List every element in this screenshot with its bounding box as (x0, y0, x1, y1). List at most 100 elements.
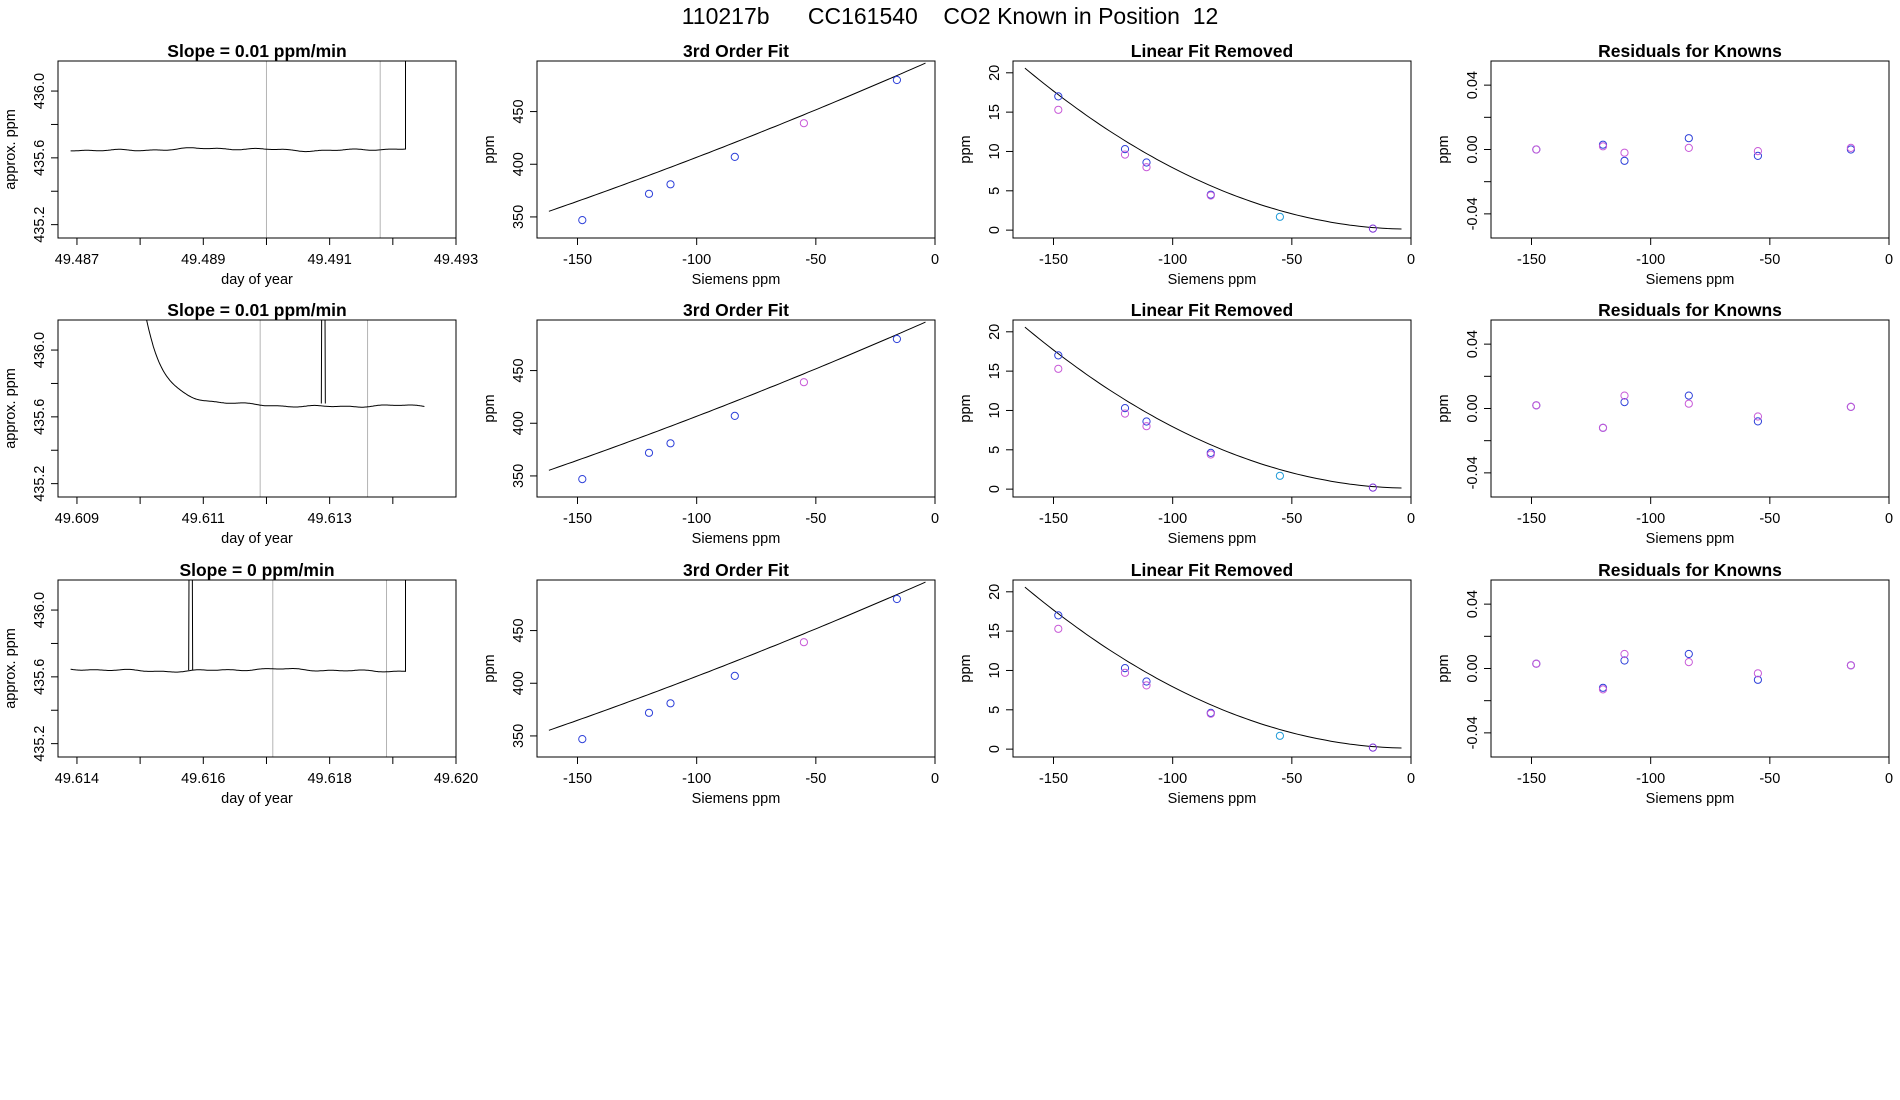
y-axis-label: ppm (958, 135, 974, 163)
x-tick-label: -50 (1759, 511, 1780, 527)
y-tick-label: 20 (987, 65, 1003, 81)
data-point (644, 189, 654, 198)
chart-panel-1: 49.609 49.611 49.613 435.2 435.6 436.0 Slope =… (3, 300, 457, 547)
x-tick-label: 0 (931, 511, 939, 527)
x-tick-label: -100 (682, 252, 711, 268)
x-tick-label: -50 (805, 511, 826, 527)
chart-title: 3rd Order Fit (683, 300, 789, 320)
y-tick-label: 0.00 (1465, 654, 1481, 682)
chart-panel-9: -150 -100 -50 0 -0.04 0.00 0.04 Residuals for K… (1436, 41, 1893, 288)
data-point (1753, 412, 1763, 421)
y-tick-label: 0.04 (1465, 330, 1481, 358)
data-point (1598, 140, 1608, 149)
data-trace (146, 320, 425, 408)
data-point (1620, 156, 1629, 165)
data-point (892, 594, 902, 604)
data-point (666, 180, 675, 189)
y-tick-label: 0.00 (1465, 394, 1481, 422)
x-tick-label: 49.609 (55, 511, 99, 527)
x-tick-label: 0 (931, 771, 939, 787)
x-tick-label: -150 (1039, 771, 1068, 787)
data-point (1846, 661, 1856, 670)
y-tick-label: 435.6 (32, 659, 48, 695)
data-point (1368, 483, 1378, 492)
y-tick-label: 435.2 (32, 465, 48, 501)
data-point (1120, 409, 1130, 418)
x-tick-label: -150 (1039, 511, 1068, 527)
x-axis-label: day of year (221, 791, 293, 807)
y-tick-label: 400 (511, 671, 527, 695)
x-tick-label: -50 (805, 252, 826, 268)
data-point (666, 439, 675, 448)
chart-title: Residuals for Knowns (1598, 41, 1782, 61)
data-point (578, 475, 587, 484)
chart-panel-8: -150 -100 -50 0 0 5 10 15 20 Linear Fit Removed Si… (958, 560, 1415, 807)
data-point (1753, 669, 1763, 678)
x-tick-label: 49.611 (182, 511, 225, 527)
data-point (1054, 611, 1063, 620)
data-point (1368, 743, 1378, 752)
x-axis-label: Siemens ppm (1168, 791, 1257, 807)
data-point (1142, 417, 1151, 426)
x-axis-label: day of year (221, 531, 293, 547)
y-axis-label: ppm (1436, 654, 1452, 682)
x-tick-label: -100 (1158, 771, 1187, 787)
x-tick-label: 0 (1407, 252, 1415, 268)
data-point (1142, 677, 1151, 686)
data-point (1275, 731, 1285, 740)
x-axis-label: Siemens ppm (692, 531, 781, 547)
y-tick-label: 435.2 (32, 725, 48, 761)
x-axis-label: Siemens ppm (692, 791, 781, 807)
x-tick-label: 0 (1885, 771, 1893, 787)
plot-frame (1012, 319, 1412, 498)
data-point (1846, 402, 1856, 411)
data-point (1532, 145, 1541, 154)
y-tick-label: 450 (511, 358, 527, 382)
x-tick-label: -100 (682, 771, 711, 787)
x-tick-label: 0 (1407, 511, 1415, 527)
y-tick-label: 435.2 (32, 206, 48, 242)
y-axis-label: ppm (482, 135, 498, 163)
fit-curve (1024, 586, 1402, 749)
x-axis-label: Siemens ppm (1646, 791, 1735, 807)
data-point (1206, 191, 1215, 200)
chart-title: Linear Fit Removed (1131, 300, 1293, 320)
data-point (578, 735, 587, 744)
x-tick-label: -150 (1039, 252, 1068, 268)
chart-panel-4: -150 -100 -50 0 350 400 450 3rd Order Fit Siemen… (482, 300, 939, 547)
fit-curve (1024, 326, 1402, 489)
x-axis-label: day of year (221, 272, 293, 288)
data-trace (70, 580, 406, 673)
data-point (1532, 659, 1541, 668)
data-point (1620, 148, 1629, 157)
y-axis-label: ppm (482, 654, 498, 682)
plot-frame (1012, 579, 1412, 758)
plot-frame (536, 60, 936, 239)
y-tick-label: 350 (511, 464, 527, 488)
y-axis-label: ppm (958, 654, 974, 682)
y-tick-label: 0.00 (1465, 135, 1481, 163)
data-point (1620, 398, 1629, 407)
fit-curve (548, 62, 926, 212)
data-point (1054, 105, 1063, 114)
data-point (1684, 391, 1693, 400)
x-tick-label: 0 (1885, 252, 1893, 268)
fit-curve (548, 581, 926, 731)
data-point (644, 708, 654, 717)
y-tick-label: 350 (511, 724, 527, 748)
data-point (1753, 675, 1763, 684)
chart-title: Slope = 0 ppm/min (179, 560, 334, 580)
fit-curve (1024, 67, 1402, 230)
x-tick-label: -100 (682, 511, 711, 527)
data-trace (70, 61, 406, 153)
x-tick-label: 49.489 (181, 252, 225, 268)
plot-frame (1490, 319, 1890, 498)
data-point (666, 699, 675, 708)
y-tick-label: 15 (987, 104, 1003, 120)
x-tick-label: -50 (1759, 771, 1780, 787)
data-point (1275, 471, 1285, 480)
plot-frame (1012, 60, 1412, 239)
x-tick-label: -100 (1158, 252, 1187, 268)
x-tick-label: -50 (1281, 771, 1302, 787)
data-point (799, 638, 809, 647)
